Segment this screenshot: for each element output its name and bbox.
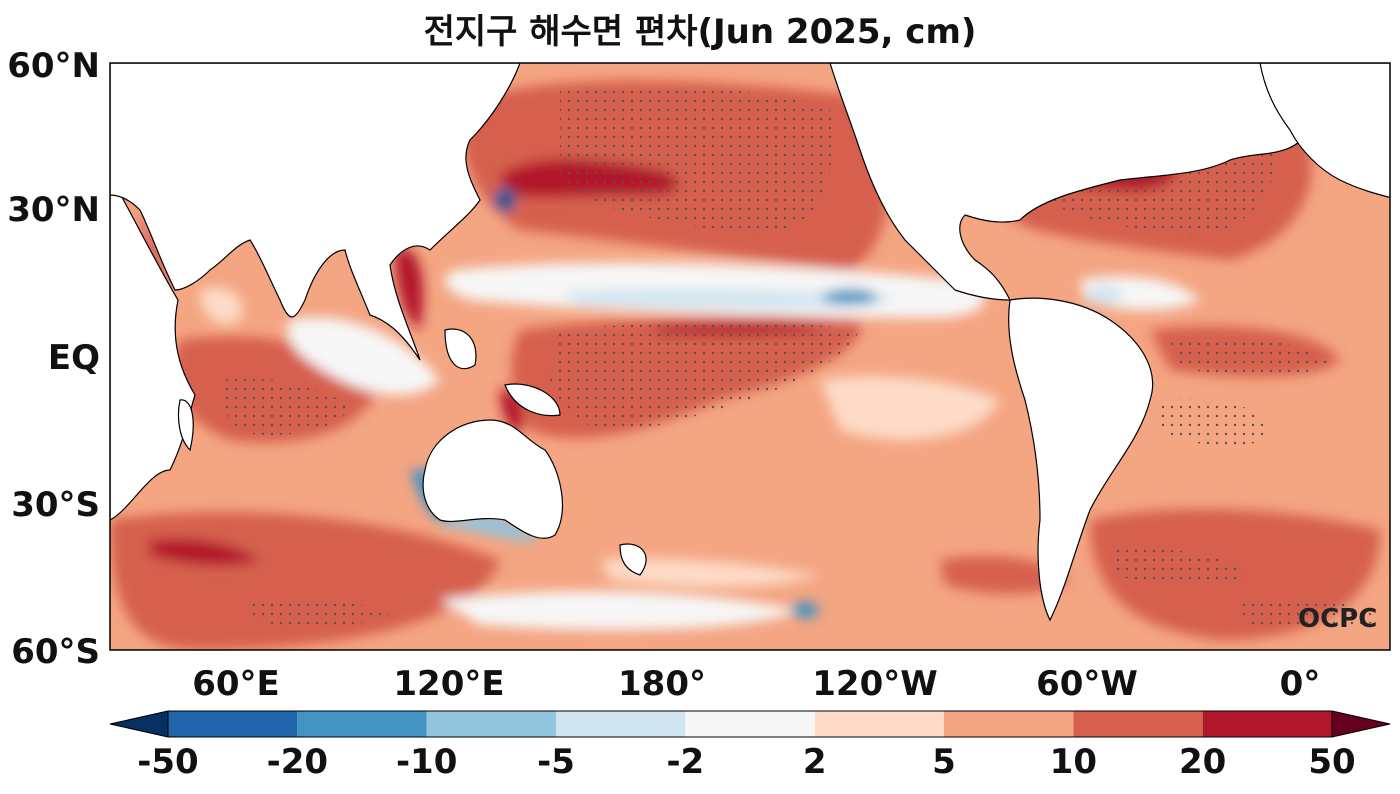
- landmass-europe: [1259, 63, 1390, 199]
- colorbar-segment: [814, 711, 944, 737]
- colorbar-tick-label: 50: [1308, 742, 1356, 782]
- map-field: [110, 63, 1390, 650]
- landmass-new-guinea: [504, 383, 561, 417]
- landmass-madagascar: [177, 399, 194, 452]
- lon-label-0: 0°: [1279, 664, 1321, 704]
- landmass-borneo: [444, 328, 477, 370]
- colorbar-tick-label: -5: [537, 742, 575, 782]
- lon-label-60e: 60°E: [192, 664, 280, 704]
- colorbar-segment: [1202, 711, 1332, 737]
- landmass-north-america: [829, 63, 1390, 301]
- colorbar-tick-label: 5: [932, 742, 956, 782]
- colorbar-tick-label: 10: [1049, 742, 1097, 782]
- colorbar: [109, 710, 1391, 738]
- colorbar-extend-max: [1331, 710, 1391, 738]
- colorbar-tick-label: 2: [802, 742, 827, 782]
- colorbar-tick-label: -20: [266, 742, 329, 782]
- lat-label-60s: 60°S: [11, 632, 100, 672]
- lon-label-60w: 60°W: [1036, 664, 1138, 704]
- landmass-australia: [422, 419, 563, 539]
- colorbar-segment: [1073, 711, 1203, 737]
- lon-label-180: 180°: [618, 664, 706, 704]
- colorbar-segment: [297, 711, 427, 737]
- colorbar-tick-label: 20: [1178, 742, 1227, 782]
- colorbar-segment: [168, 711, 298, 737]
- colorbar-segment: [944, 711, 1074, 737]
- landmasses: [110, 63, 1390, 622]
- map-title: 전지구 해수면 편차(Jun 2025, cm): [423, 12, 977, 52]
- lat-label-60n: 60°N: [7, 46, 100, 86]
- colorbar-segment: [556, 711, 686, 737]
- landmass-africa: [110, 174, 196, 521]
- colorbar-segment: [426, 711, 556, 737]
- colorbar-extend-min: [109, 710, 169, 738]
- lon-label-120w: 120°W: [812, 664, 938, 704]
- landmass-south-america: [1008, 297, 1154, 622]
- colorbar-tick-label: -50: [137, 742, 199, 782]
- lat-label-30s: 30°S: [11, 485, 100, 525]
- lat-label-30n: 30°N: [7, 190, 100, 230]
- watermark-logo: OCPC: [1298, 604, 1378, 634]
- colorbar-segment: [685, 711, 815, 737]
- lon-label-120e: 120°E: [393, 664, 505, 704]
- colorbar-frame: [167, 710, 1333, 738]
- map-frame: [109, 62, 1391, 651]
- colorbar-tick-label: -2: [666, 742, 705, 782]
- lat-label-eq: EQ: [47, 338, 100, 378]
- colorbar-tick-label: -10: [395, 742, 458, 782]
- landmass-new-zealand: [619, 543, 647, 576]
- landmass-eurasia: [110, 63, 521, 361]
